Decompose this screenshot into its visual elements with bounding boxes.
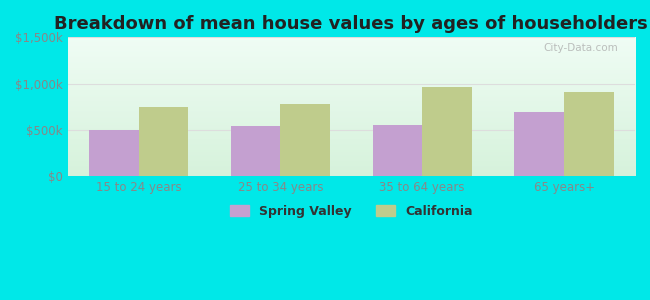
Bar xyxy=(138,107,188,176)
Bar xyxy=(89,130,138,176)
Bar xyxy=(280,104,330,176)
Title: Breakdown of mean house values by ages of householders: Breakdown of mean house values by ages o… xyxy=(55,15,648,33)
Legend: Spring Valley, California: Spring Valley, California xyxy=(225,200,478,223)
Bar xyxy=(422,87,472,176)
Text: City-Data.com: City-Data.com xyxy=(543,43,618,53)
Bar xyxy=(564,92,614,176)
Bar xyxy=(231,126,280,176)
Bar xyxy=(514,112,564,176)
Bar xyxy=(372,124,423,176)
